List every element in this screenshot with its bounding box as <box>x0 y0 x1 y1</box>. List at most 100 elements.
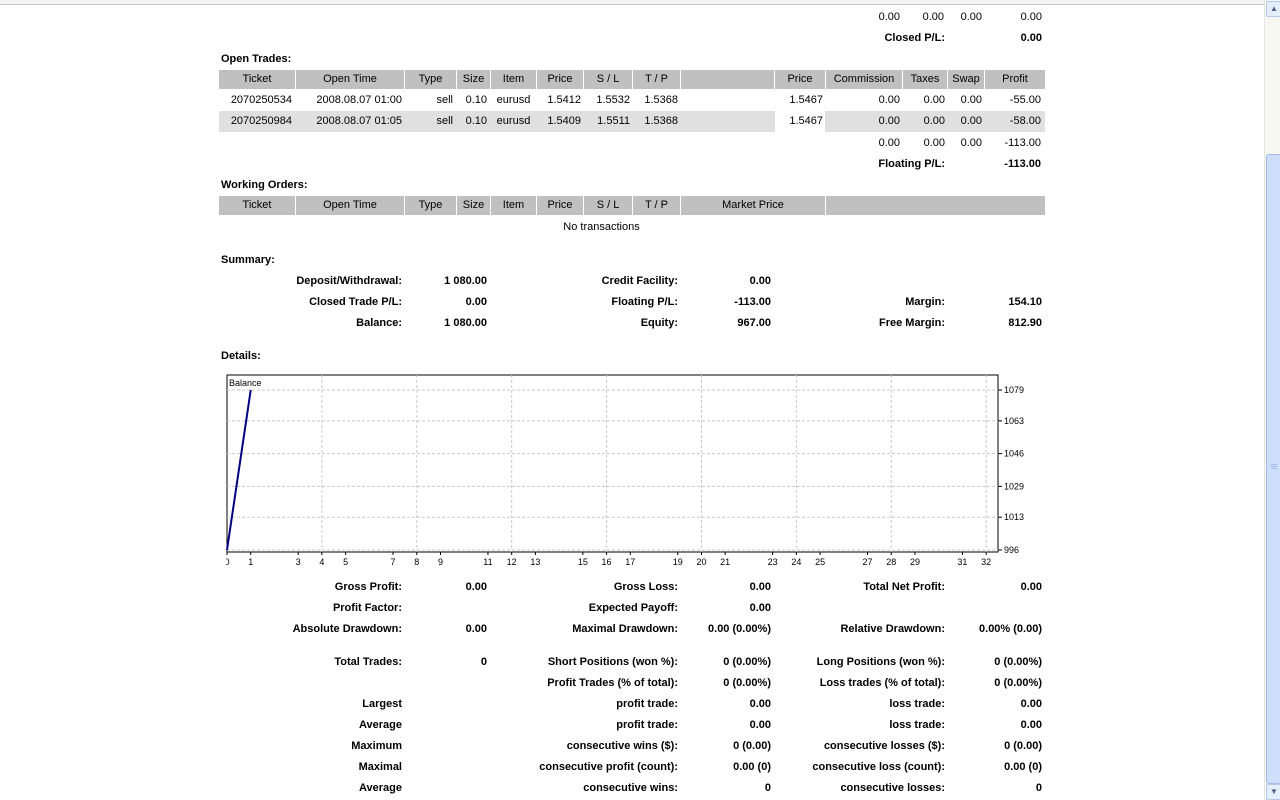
maximal-consecutive-loss-value: 0.00 (0) <box>1004 761 1042 773</box>
x-tick-label: 17 <box>625 557 635 567</box>
y-tick-label: 1046 <box>1004 449 1024 459</box>
open-time-cell: 2008.08.07 01:05 <box>316 115 402 127</box>
open-trades-header: Ticket Open Time Type Size Item Price S … <box>219 70 1045 89</box>
average-profit-label: profit trade: <box>616 719 678 731</box>
balance-label: Balance: <box>356 317 402 329</box>
margin-value: 154.10 <box>1008 296 1042 308</box>
working-orders-header: Ticket Open Time Type Size Item Price S … <box>219 196 1045 215</box>
top-border <box>0 0 1264 5</box>
profit-trades-label: Profit Trades (% of total): <box>547 677 678 689</box>
table-row[interactable]: 2070250534 2008.08.07 01:00 sell 0.10 eu… <box>219 90 1045 111</box>
scroll-up-button[interactable]: ▲ <box>1266 1 1280 17</box>
col-market-price: Price <box>775 70 826 89</box>
x-tick-label: 15 <box>578 557 588 567</box>
average-label: Average <box>358 719 402 731</box>
expected-payoff-label: Expected Payoff: <box>588 602 678 614</box>
summary-floating-value: -113.00 <box>734 296 771 308</box>
maximal-consecutive-profit-label: consecutive profit (count): <box>539 761 678 773</box>
item-cell: eurusd <box>496 115 531 127</box>
working-orders-title: Working Orders: <box>221 179 308 191</box>
short-positions-label: Short Positions (won %): <box>547 656 678 668</box>
x-tick-label: 32 <box>981 557 991 567</box>
x-tick-label: 21 <box>720 557 730 567</box>
plot-area <box>226 374 999 553</box>
largest-profit-label: profit trade: <box>616 698 678 710</box>
open-trades-title: Open Trades: <box>221 53 292 65</box>
x-tick-label: 1 <box>248 557 253 567</box>
loss-trades-label: Loss trades (% of total): <box>819 677 945 689</box>
equity-value: 967.00 <box>737 317 771 329</box>
grip-line <box>1271 468 1277 469</box>
x-tick-label: 25 <box>815 557 825 567</box>
x-tick-label: 16 <box>602 557 612 567</box>
col-ticket: Ticket <box>219 196 296 215</box>
sl-cell: 1.5532 <box>596 94 630 106</box>
equity-label: Equity: <box>640 317 678 329</box>
open-time-cell: 2008.08.07 01:00 <box>316 94 402 106</box>
closed-total-commission: 0.00 <box>878 11 900 23</box>
open-total-profit: -113.00 <box>1004 137 1042 149</box>
ticket-cell: 2070250984 <box>230 115 292 127</box>
maximal-consecutive-loss-label: consecutive loss (count): <box>812 761 945 773</box>
maximal-drawdown-label: Maximal Drawdown: <box>572 623 678 635</box>
col-item: Item <box>491 196 537 215</box>
open-total-taxes: 0.00 <box>923 137 945 149</box>
open-total-swap: 0.00 <box>960 137 982 149</box>
taxes-cell: 0.00 <box>923 115 945 127</box>
taxes-cell: 0.00 <box>923 94 945 106</box>
row-gap <box>775 111 825 132</box>
largest-profit-value: 0.00 <box>749 698 771 710</box>
x-tick-label: 31 <box>957 557 967 567</box>
x-tick-label: 5 <box>343 557 348 567</box>
grip-line <box>1271 466 1277 467</box>
scroll-thumb[interactable] <box>1266 154 1280 784</box>
scroll-down-button[interactable]: ▼ <box>1266 784 1280 800</box>
col-size: Size <box>457 70 491 89</box>
vertical-scrollbar[interactable]: ▲ ▼ <box>1264 0 1280 800</box>
credit-label: Credit Facility: <box>601 275 678 287</box>
closed-pl-value: 0.00 <box>1020 32 1042 44</box>
closed-trade-pl-value: 0.00 <box>465 296 487 308</box>
deposit-label: Deposit/Withdrawal: <box>296 275 402 287</box>
type-cell: sell <box>436 94 453 106</box>
table-row[interactable]: 2070250984 2008.08.07 01:05 sell 0.10 eu… <box>219 111 1045 132</box>
x-tick-label: 19 <box>673 557 683 567</box>
col-swap: Swap <box>948 70 985 89</box>
max-consecutive-losses-value: 0 (0.00) <box>1004 740 1042 752</box>
largest-loss-value: 0.00 <box>1020 698 1042 710</box>
average-loss-label: loss trade: <box>889 719 945 731</box>
x-tick-label: 29 <box>910 557 920 567</box>
col-sl: S / L <box>584 196 633 215</box>
col-blank <box>681 70 775 89</box>
x-tick-label: 12 <box>507 557 517 567</box>
avg-consecutive-wins-value: 0 <box>764 782 771 794</box>
col-blank <box>826 196 1045 215</box>
swap-cell: 0.00 <box>960 94 982 106</box>
balance-series-line <box>226 389 252 551</box>
profit-cell: -58.00 <box>1009 115 1041 127</box>
summary-floating-label: Floating P/L: <box>611 296 678 308</box>
closed-total-profit: 0.00 <box>1020 11 1042 23</box>
x-tick-label: 0 <box>226 557 230 567</box>
gross-loss-value: 0.00 <box>749 581 771 593</box>
closed-trade-pl-label: Closed Trade P/L: <box>309 296 402 308</box>
tp-cell: 1.5368 <box>644 115 678 127</box>
total-trades-value: 0 <box>480 656 487 668</box>
legend-label: Balance <box>229 378 262 388</box>
profit-cell: -55.00 <box>1009 94 1041 106</box>
y-tick-label: 1063 <box>1004 416 1024 426</box>
max-consecutive-wins-label: consecutive wins ($): <box>566 740 678 752</box>
avg-consecutive-wins-label: consecutive wins: <box>583 782 678 794</box>
x-tick-label: 4 <box>319 557 324 567</box>
maximal-drawdown-value: 0.00 (0.00%) <box>708 623 771 635</box>
free-margin-value: 812.90 <box>1008 317 1042 329</box>
col-open-time: Open Time <box>296 70 405 89</box>
size-cell: 0.10 <box>465 94 487 106</box>
x-tick-label: 9 <box>438 557 443 567</box>
market-price-cell: 1.5467 <box>789 115 823 127</box>
maximal-label: Maximal <box>358 761 402 773</box>
commission-cell: 0.00 <box>878 115 900 127</box>
free-margin-label: Free Margin: <box>878 317 945 329</box>
col-price: Price <box>537 70 584 89</box>
